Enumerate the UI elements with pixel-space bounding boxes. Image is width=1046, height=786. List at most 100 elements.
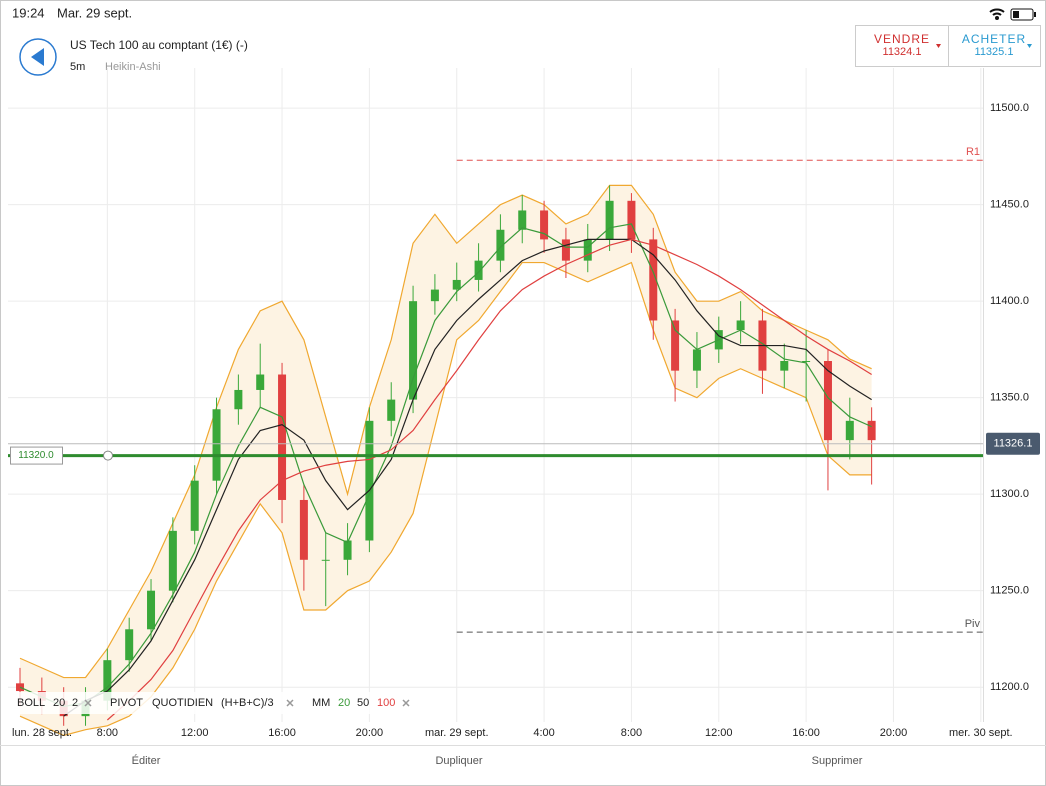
pivot-label[interactable]: PIVOT <box>110 697 143 709</box>
band-fill <box>20 185 872 736</box>
candle-body <box>234 389 243 410</box>
current-price-label: 11326.1 <box>994 438 1033 450</box>
candle-body <box>736 320 745 331</box>
x-tick-label: 16:00 <box>792 727 820 739</box>
y-tick-label: 11500.0 <box>990 102 1029 114</box>
candle-body <box>671 320 680 371</box>
wifi-icon <box>989 8 1005 20</box>
sell-button[interactable]: VENDRE 11324.1 <box>874 32 941 58</box>
sell-buy-box <box>855 25 1041 67</box>
pivot-formula: (H+B+C)/3 <box>221 697 274 709</box>
instrument-title: US Tech 100 au comptant (1€) (-) <box>70 38 248 52</box>
candle-body <box>278 374 287 500</box>
x-tick-label: 16:00 <box>268 727 296 739</box>
boll-period: 20 <box>53 697 65 709</box>
candle-body <box>452 279 461 290</box>
moving-average <box>106 238 872 721</box>
x-tick-label: 12:00 <box>705 727 733 739</box>
x-tick-label: 12:00 <box>181 727 209 739</box>
candle-body <box>16 683 25 692</box>
candle-body <box>430 289 439 302</box>
candle-body <box>343 540 352 560</box>
candle-body <box>190 480 199 531</box>
boll-label[interactable]: BOLL <box>17 697 45 709</box>
remove-icon[interactable] <box>286 699 294 707</box>
buy-button[interactable]: ACHETER 11325.1 <box>962 32 1032 58</box>
candle-body <box>496 229 505 261</box>
status-time: 19:24 <box>12 5 45 20</box>
candle-body <box>321 559 330 561</box>
plot-area: R1 Piv <box>8 68 983 737</box>
candle-body <box>147 590 156 630</box>
candle-body <box>299 499 308 560</box>
ma-label[interactable]: MM <box>312 697 330 709</box>
order-label-box <box>10 446 63 465</box>
remove-icon[interactable] <box>402 699 410 707</box>
y-tick-label: 11350.0 <box>990 392 1029 404</box>
y-tick-label: 11200.0 <box>990 681 1029 693</box>
moving-average <box>19 223 872 708</box>
candle-body <box>256 374 265 390</box>
sell-label[interactable]: VENDRE <box>874 32 930 46</box>
order-handle[interactable] <box>103 450 113 461</box>
x-tick-label: 20:00 <box>356 727 384 739</box>
delete-button[interactable]: Supprimer <box>812 755 863 767</box>
y-tick-label: 11300.0 <box>990 488 1029 500</box>
battery-icon <box>1010 8 1036 21</box>
pivot-period: QUOTIDIEN <box>152 697 213 709</box>
moving-average <box>63 238 872 717</box>
candle-body <box>103 660 112 701</box>
candle-body <box>583 239 592 261</box>
candle-body <box>561 239 570 261</box>
pivot-level-label: Piv <box>965 618 981 630</box>
edit-button[interactable]: Éditer <box>132 754 161 767</box>
x-start-label: lun. 28 sept. <box>12 727 72 739</box>
candle-body <box>474 260 483 280</box>
candle-body <box>627 200 636 240</box>
candle-body <box>823 361 832 441</box>
status-date: Mar. 29 sept. <box>57 5 132 20</box>
bollinger-upper <box>19 184 872 679</box>
candle-body <box>168 530 177 591</box>
order-label: 11320.0 <box>18 450 54 461</box>
y-tick-label: 11450.0 <box>990 199 1029 211</box>
duplicate-button[interactable]: Dupliquer <box>435 755 482 767</box>
back-button[interactable] <box>19 38 57 76</box>
candle-body <box>125 629 134 661</box>
candle-body <box>649 239 658 321</box>
current-price-box <box>986 432 1040 455</box>
y-tick-label: 11250.0 <box>990 585 1029 597</box>
chart-style[interactable]: Heikin-Ashi <box>105 61 161 73</box>
bollinger-lower <box>19 261 872 737</box>
candle-body <box>365 420 374 541</box>
remove-icon[interactable] <box>84 699 92 707</box>
candle-body <box>387 399 396 421</box>
x-tick-label: 4:00 <box>533 727 554 739</box>
candle-body <box>518 210 527 230</box>
sell-price[interactable]: 11324.1 <box>883 46 922 58</box>
legend-entry: 100 <box>377 697 395 709</box>
pivot-level-label: R1 <box>966 146 980 158</box>
x-tick-label: 8:00 <box>621 727 642 739</box>
candle-body <box>802 361 811 363</box>
timeframe[interactable]: 5m <box>70 61 85 73</box>
candle-body <box>540 210 549 240</box>
indicator-legend: BOLL 20 2 PIVOT QUOTIDIEN (H+B+C)/3 MM 2… <box>8 692 423 714</box>
x-tick-label: 20:00 <box>880 727 908 739</box>
buy-price[interactable]: 11325.1 <box>975 46 1014 58</box>
candle-body <box>845 420 854 441</box>
candle-body <box>867 420 876 441</box>
legend-entry: 50 <box>357 697 369 709</box>
x-tick-label: mer. 30 sept. <box>949 727 1013 739</box>
y-tick-label: 11400.0 <box>990 295 1029 307</box>
boll-deviation: 2 <box>72 697 78 709</box>
candle-body <box>212 409 221 481</box>
candle-body <box>409 301 418 400</box>
candle-body <box>780 361 789 371</box>
x-tick-label: mar. 29 sept. <box>425 727 489 739</box>
legend-entry: 20 <box>338 697 350 709</box>
candle-body <box>605 200 614 240</box>
buy-label[interactable]: ACHETER <box>962 32 1026 46</box>
candle-body <box>692 349 701 371</box>
